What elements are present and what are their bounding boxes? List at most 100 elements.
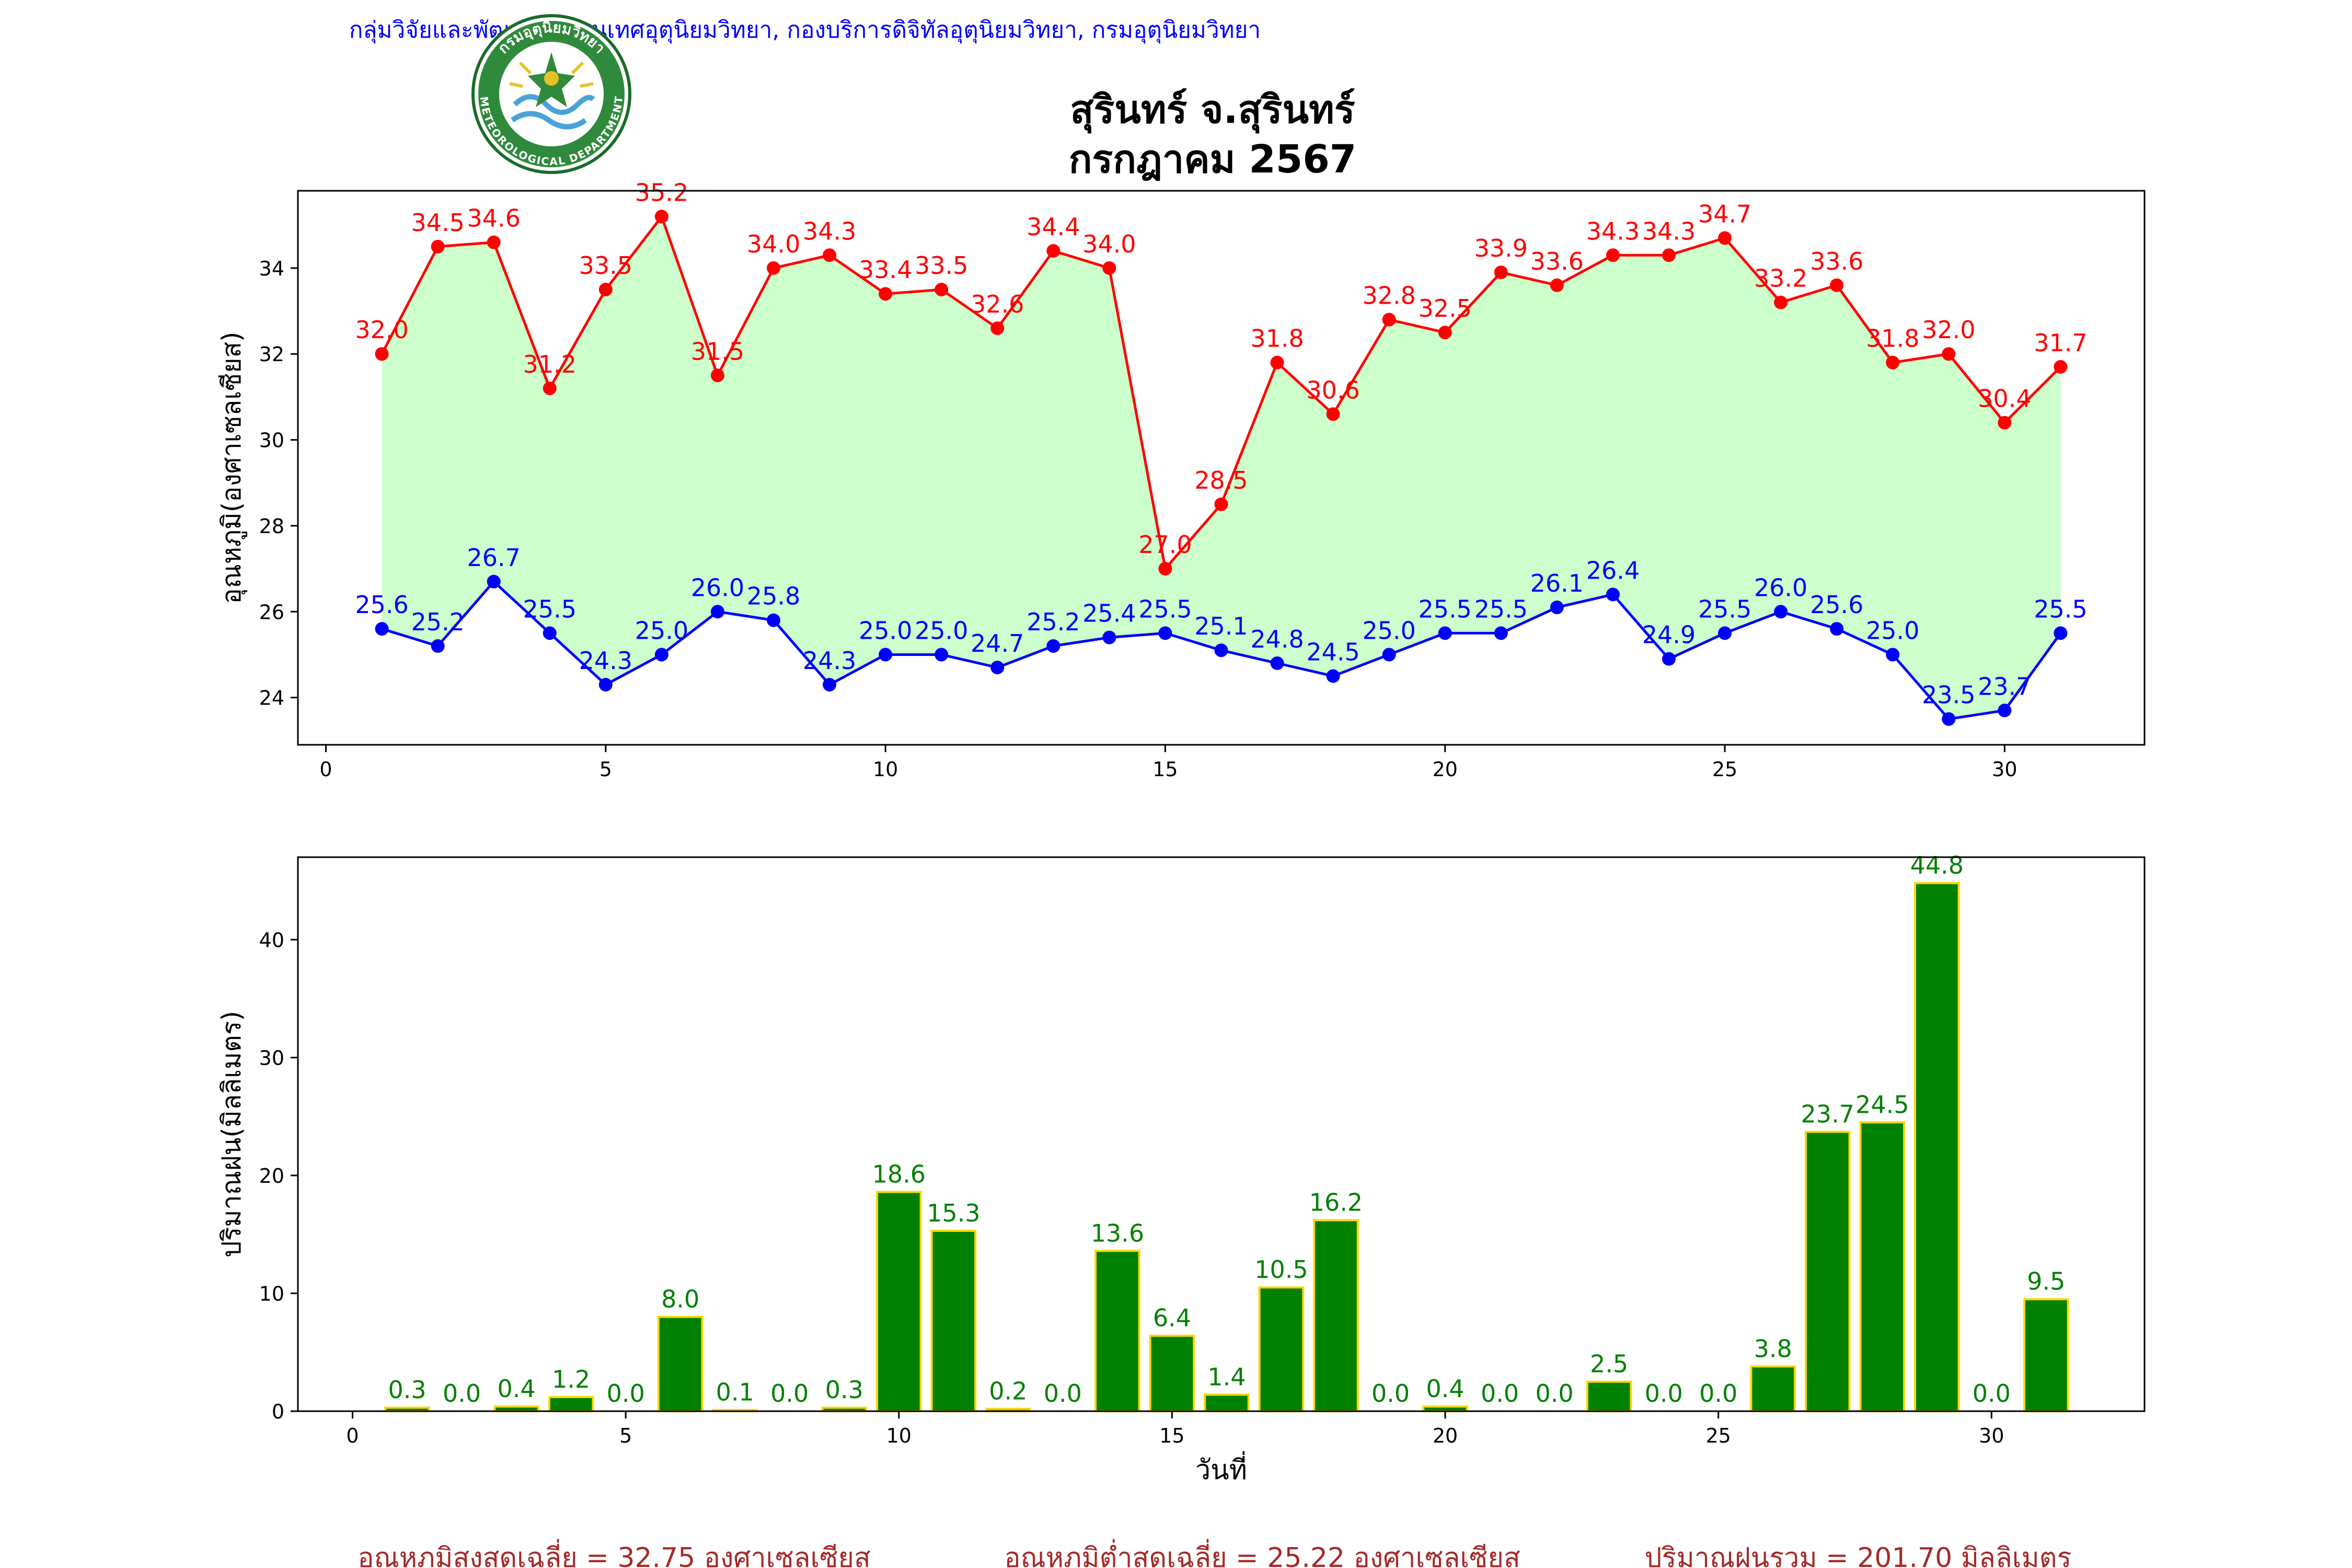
x-tick-label: 0 [319,758,332,781]
max-temp-label: 31.7 [2034,329,2087,357]
min-temp-point [1270,656,1284,670]
max-temp-label: 34.3 [1642,217,1696,245]
min-temp-point [543,626,557,640]
rain-label: 2.5 [1590,1350,1628,1378]
rain-bar [1750,1365,1796,1412]
max-temp-point [598,282,613,296]
min-temp-point [1718,626,1732,640]
max-temp-label: 32.5 [1419,294,1472,322]
max-temp-label: 28.5 [1194,466,1248,494]
min-temp-point [375,622,389,636]
rain-label: 24.5 [1855,1090,1909,1119]
max-temp-label: 31.8 [1866,325,1919,353]
rain-label: 0.0 [1536,1379,1574,1408]
min-temp-label: 25.5 [1474,595,1528,623]
rain-label: 0.0 [1973,1379,2011,1408]
rain-bar [875,1191,922,1413]
min-temp-label: 25.2 [411,608,464,636]
min-temp-label: 24.5 [1306,638,1359,666]
y-tick-label: 30 [259,1046,284,1069]
rain-label: 1.4 [1207,1363,1246,1391]
rain-label: 15.3 [927,1199,980,1227]
min-temp-point [431,639,445,653]
max-temp-point [1606,248,1620,262]
x-tick-label: 25 [1712,758,1737,781]
rain-bar [1149,1334,1195,1413]
max-temp-label: 34.3 [803,217,856,245]
min-temp-point [990,661,1005,675]
y-tick-label: 10 [259,1282,284,1305]
min-temp-point [879,648,893,662]
max-temp-label: 30.4 [1978,385,2031,413]
rain-label: 13.6 [1091,1219,1144,1247]
department-logo: กรมอุตุนิยมวิทยา METEOROLOGICAL DEPARTME… [471,14,631,174]
max-temp-point [1830,278,1844,292]
min-temp-label: 25.4 [1082,599,1136,628]
y-tick-label: 26 [259,601,284,624]
max-temp-label: 34.6 [467,204,521,233]
rain-label: 6.4 [1153,1304,1191,1332]
rain-label: 0.2 [989,1377,1027,1405]
max-temp-label: 34.4 [1027,213,1080,241]
max-temp-point [990,321,1005,335]
min-temp-label: 24.9 [1642,621,1696,649]
min-temp-point [1942,712,1956,726]
rainfall-axes-frame [297,856,2146,1412]
x-tick-label: 30 [1992,758,2017,781]
max-temp-point [431,239,445,253]
rain-label: 0.0 [1481,1379,1519,1408]
max-temp-label: 31.2 [523,350,577,378]
x-tick-label: 0 [346,1424,359,1447]
min-temp-label: 24.8 [1250,625,1304,653]
chart-title-line2: กรกฎาคม 2567 [1069,137,1357,182]
rain-label: 0.0 [1044,1379,1082,1408]
x-tick-label: 20 [1433,1424,1458,1447]
max-temp-label: 34.0 [1082,230,1136,258]
max-temp-point [1662,248,1676,262]
x-tick-label: 30 [1979,1424,2004,1447]
x-tick-label: 5 [619,1424,632,1447]
rain-label: 18.6 [872,1160,926,1189]
min-temp-label: 25.6 [1810,591,1863,619]
max-temp-label: 33.9 [1474,234,1528,262]
min-temp-label: 25.2 [1027,608,1080,636]
rain-bar [1204,1393,1250,1413]
min-temp-point [1830,622,1844,636]
max-temp-label: 31.8 [1250,325,1304,353]
max-temp-point [543,381,557,395]
max-temp-point [767,261,781,275]
rain-label: 0.4 [498,1375,536,1403]
rain-label: 0.3 [825,1376,863,1404]
rainfall-y-axis-label: ปริมาณฝน(มิลลิเมตร) [216,1011,247,1258]
max-temp-label: 34.7 [1698,200,1751,228]
max-temp-label: 30.6 [1306,376,1359,404]
max-temp-label: 34.5 [411,209,464,237]
min-temp-label: 24.3 [579,647,632,675]
min-temp-label: 25.0 [859,616,912,644]
max-temp-point [935,282,949,296]
rain-bar [1859,1121,1906,1412]
min-temp-label: 25.8 [747,582,800,610]
min-temp-label: 24.7 [971,629,1024,658]
max-temp-point [1158,562,1172,576]
rainfall-x-axis-label: วันที่ [1195,1451,1247,1486]
max-temp-label: 33.5 [579,251,632,280]
rain-label: 0.3 [388,1376,426,1404]
min-temp-point [710,605,724,619]
max-temp-point [1326,407,1340,421]
min-temp-label: 25.0 [635,616,688,644]
min-temp-point [487,574,501,589]
max-temp-label: 32.8 [1362,282,1415,310]
min-temp-point [1550,601,1564,615]
temperature-y-axis-label: อุณหภูมิ(องศาเซลเซียส) [216,331,247,604]
x-tick-label: 20 [1433,758,1458,781]
max-temp-point [1382,313,1396,327]
rain-label: 10.5 [1254,1255,1308,1284]
min-temp-label: 25.6 [355,591,408,619]
max-temp-point [710,368,724,383]
rain-label: 0.0 [607,1379,645,1408]
max-temp-point [1494,266,1508,280]
min-temp-label: 23.5 [1922,681,1975,709]
max-temp-label: 32.0 [1922,316,1975,344]
chart-title-line1: สุรินทร์ จ.สุรินทร์ [1070,87,1355,134]
